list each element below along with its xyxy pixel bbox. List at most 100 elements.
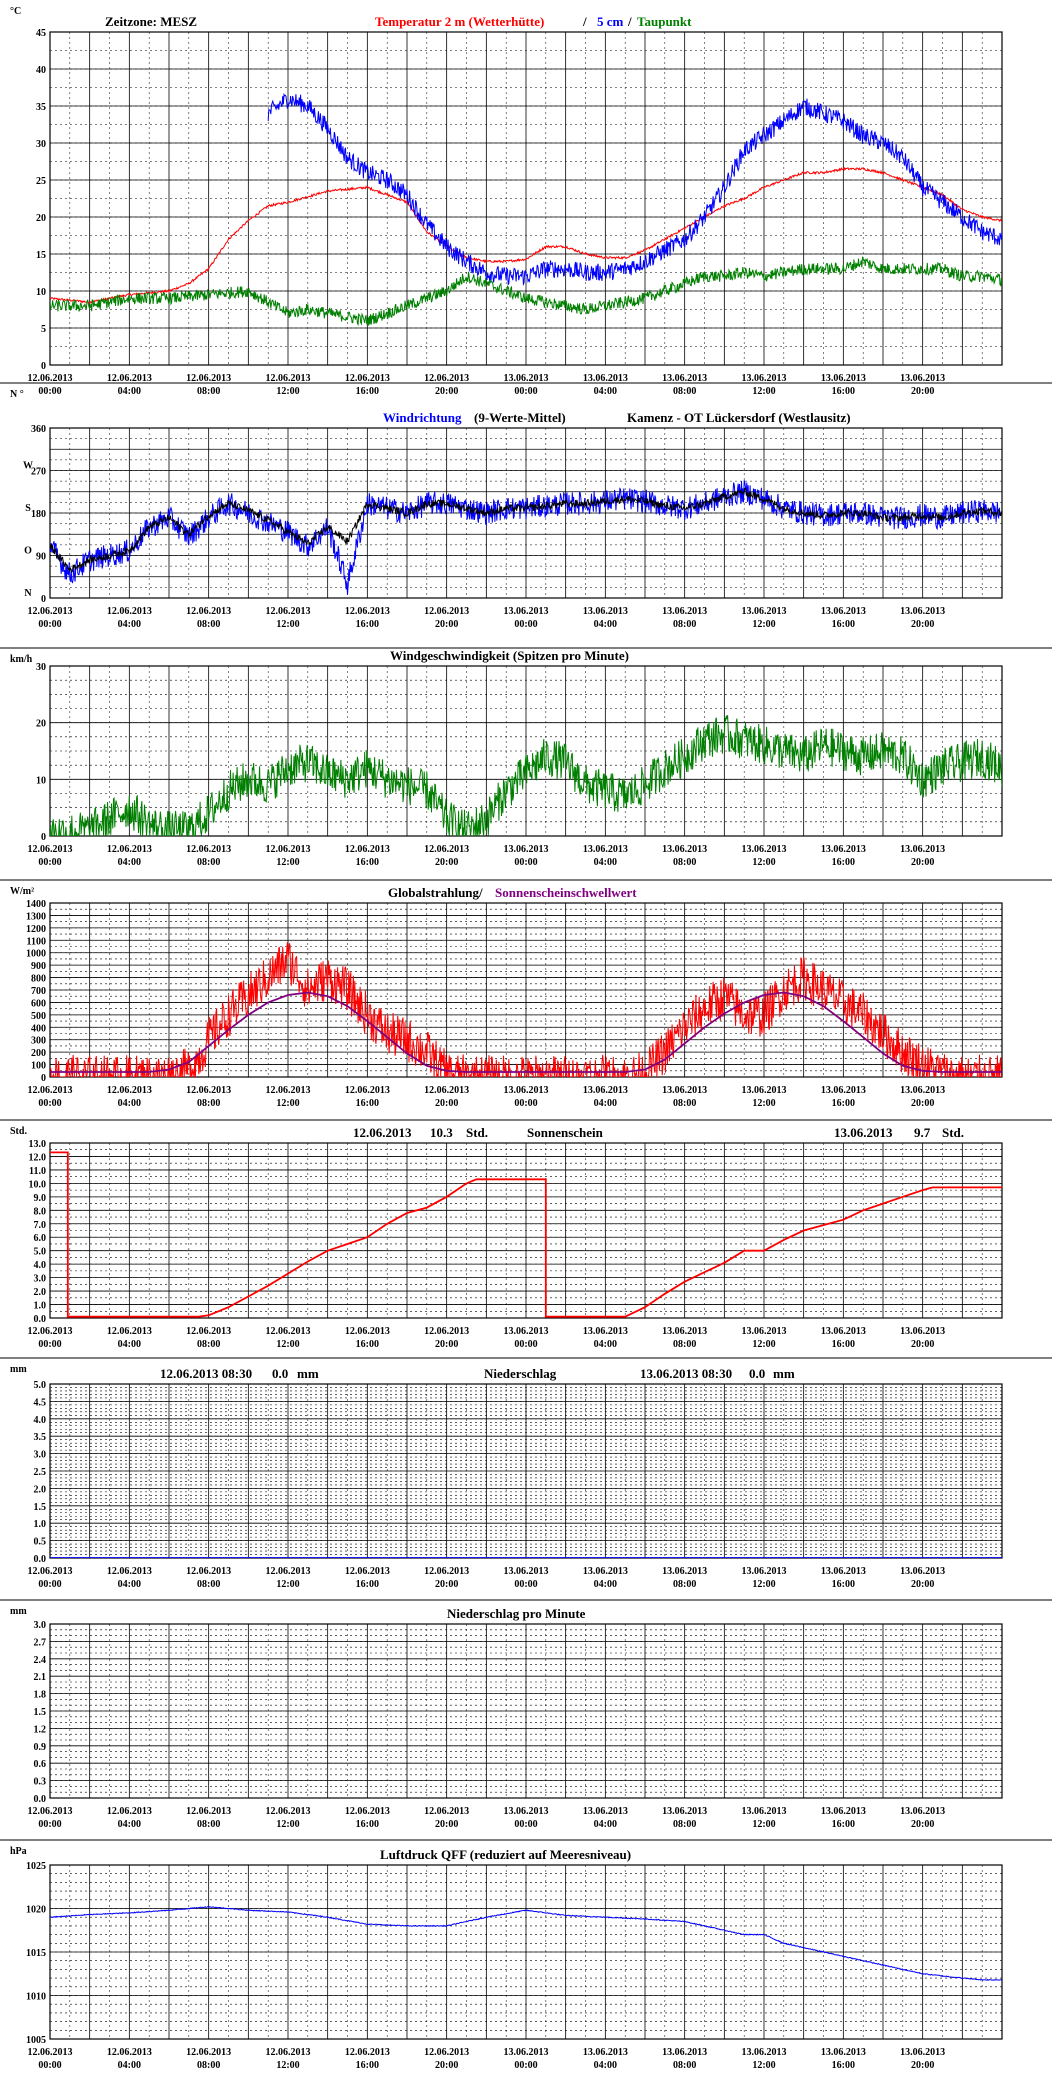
x-tick-time: 08:00	[197, 2060, 220, 2071]
x-tick-date: 12.06.2013	[107, 2047, 152, 2058]
x-tick-time: 00:00	[514, 1339, 537, 1350]
x-tick-time: 08:00	[197, 1579, 220, 1590]
x-tick-date: 13.06.2013	[900, 1326, 945, 1337]
y-tick-label: 900	[31, 961, 46, 972]
x-tick-date: 12.06.2013	[266, 1806, 311, 1817]
series-line	[50, 991, 1002, 1073]
x-tick-time: 08:00	[197, 1098, 220, 1109]
y-unit-label: W/m²	[10, 886, 34, 897]
x-tick-date: 12.06.2013	[266, 606, 311, 617]
y-tick-label: 1010	[26, 1992, 46, 2003]
x-tick-time: 04:00	[594, 857, 617, 868]
y-tick-label: 10	[36, 287, 46, 298]
x-tick-time: 12:00	[276, 1339, 299, 1350]
y-tick-label: 1.8	[34, 1690, 47, 1701]
chart-title-text: Temperatur 2 m (Wetterhütte)	[375, 14, 544, 29]
y-tick-label: 300	[31, 1036, 46, 1047]
y-tick-label: 10	[36, 775, 46, 786]
x-tick-time: 04:00	[118, 1339, 141, 1350]
y-tick-label: 0.0	[34, 1554, 47, 1565]
x-tick-time: 04:00	[594, 1339, 617, 1350]
x-tick-time: 20:00	[911, 619, 934, 630]
y-tick-label: 0	[41, 361, 46, 372]
x-tick-time: 12:00	[752, 386, 775, 397]
series-line	[50, 942, 1002, 1077]
y-tick-label: 35	[36, 102, 46, 113]
chart-title-text: Kamenz - OT Lückersdorf (Westlausitz)	[627, 410, 851, 425]
x-tick-date: 12.06.2013	[424, 1085, 469, 1096]
x-tick-date: 13.06.2013	[900, 373, 945, 384]
y-tick-label: 4.0	[34, 1260, 47, 1271]
x-tick-date: 12.06.2013	[345, 2047, 390, 2058]
x-tick-time: 08:00	[197, 619, 220, 630]
x-tick-date: 12.06.2013	[107, 1085, 152, 1096]
x-tick-date: 13.06.2013	[504, 1085, 549, 1096]
x-tick-time: 08:00	[197, 857, 220, 868]
x-tick-time: 16:00	[356, 619, 379, 630]
x-tick-time: 12:00	[752, 2060, 775, 2071]
chart-title-text: Luftdruck QFF (reduziert auf Meeresnivea…	[380, 1847, 631, 1862]
chart-title-text: 13.06.2013	[834, 1125, 893, 1140]
y-tick-label: 5	[41, 324, 46, 335]
x-tick-date: 13.06.2013	[742, 1566, 787, 1577]
y-tick-label: 0.0	[34, 1794, 47, 1805]
x-tick-date: 13.06.2013	[583, 373, 628, 384]
y-tick-label: 360	[31, 424, 46, 435]
y-tick-label: 0	[41, 832, 46, 843]
series-line	[50, 255, 1002, 327]
y-tick-label: 5.0	[34, 1247, 47, 1258]
x-tick-time: 00:00	[514, 2060, 537, 2071]
chart-title-text: mm	[773, 1366, 795, 1381]
y-tick-label: 13.0	[29, 1139, 47, 1150]
y-unit-label: hPa	[10, 1846, 27, 1857]
x-tick-time: 16:00	[356, 1339, 379, 1350]
x-tick-time: 12:00	[752, 1819, 775, 1830]
chart-panel-6: 0.0 0.5 1.0 1.5 2.0 2.5 3.0 3.5 4.0 4.5 5.0 mm 12.06…	[0, 1357, 1052, 1590]
chart-title-text: Windgeschwindigkeit (Spitzen pro Minute)	[390, 648, 629, 663]
chart-title-text: 9.7	[914, 1125, 931, 1140]
y-tick-label: 15	[36, 250, 46, 261]
x-tick-date: 13.06.2013	[821, 1326, 866, 1337]
x-tick-time: 00:00	[38, 1098, 61, 1109]
x-tick-time: 00:00	[38, 1339, 61, 1350]
x-tick-date: 13.06.2013	[900, 606, 945, 617]
y-tick-label: 800	[31, 974, 46, 985]
y-tick-label: 4.5	[34, 1397, 47, 1408]
chart-title-text: 12.06.2013	[353, 1125, 412, 1140]
x-tick-date: 12.06.2013	[186, 606, 231, 617]
x-tick-time: 00:00	[514, 1098, 537, 1109]
x-tick-time: 20:00	[435, 1579, 458, 1590]
x-tick-date: 13.06.2013	[583, 606, 628, 617]
x-tick-time: 16:00	[356, 1579, 379, 1590]
x-tick-date: 13.06.2013	[742, 844, 787, 855]
x-tick-date: 13.06.2013	[662, 606, 707, 617]
chart-title-text: Niederschlag	[484, 1366, 557, 1381]
x-tick-date: 13.06.2013	[662, 373, 707, 384]
x-tick-time: 12:00	[276, 1579, 299, 1590]
x-tick-time: 20:00	[911, 1339, 934, 1350]
x-tick-time: 04:00	[118, 1098, 141, 1109]
chart-title-text: Globalstrahlung/	[388, 885, 483, 900]
x-tick-time: 20:00	[911, 386, 934, 397]
x-tick-date: 12.06.2013	[107, 373, 152, 384]
x-tick-date: 13.06.2013	[662, 1085, 707, 1096]
x-tick-time: 08:00	[673, 619, 696, 630]
x-tick-time: 16:00	[356, 857, 379, 868]
y-tick-label: 1.0	[34, 1301, 47, 1312]
y-unit-label: mm	[10, 1364, 27, 1375]
chart-title-text: /	[582, 14, 587, 29]
y-tick-label: 600	[31, 998, 46, 1009]
x-tick-time: 12:00	[276, 1819, 299, 1830]
x-tick-time: 08:00	[673, 1098, 696, 1109]
x-tick-date: 13.06.2013	[900, 2047, 945, 2058]
x-tick-time: 12:00	[752, 619, 775, 630]
y-tick-label: 1.5	[34, 1707, 47, 1718]
chart-title-text: (9-Werte-Mittel)	[474, 410, 566, 425]
x-tick-time: 12:00	[276, 386, 299, 397]
x-tick-date: 12.06.2013	[28, 1326, 73, 1337]
x-tick-time: 04:00	[118, 619, 141, 630]
y-tick-label: 6.0	[34, 1233, 47, 1244]
x-tick-time: 04:00	[594, 619, 617, 630]
chart-title-text: /	[627, 14, 632, 29]
x-tick-date: 13.06.2013	[504, 2047, 549, 2058]
